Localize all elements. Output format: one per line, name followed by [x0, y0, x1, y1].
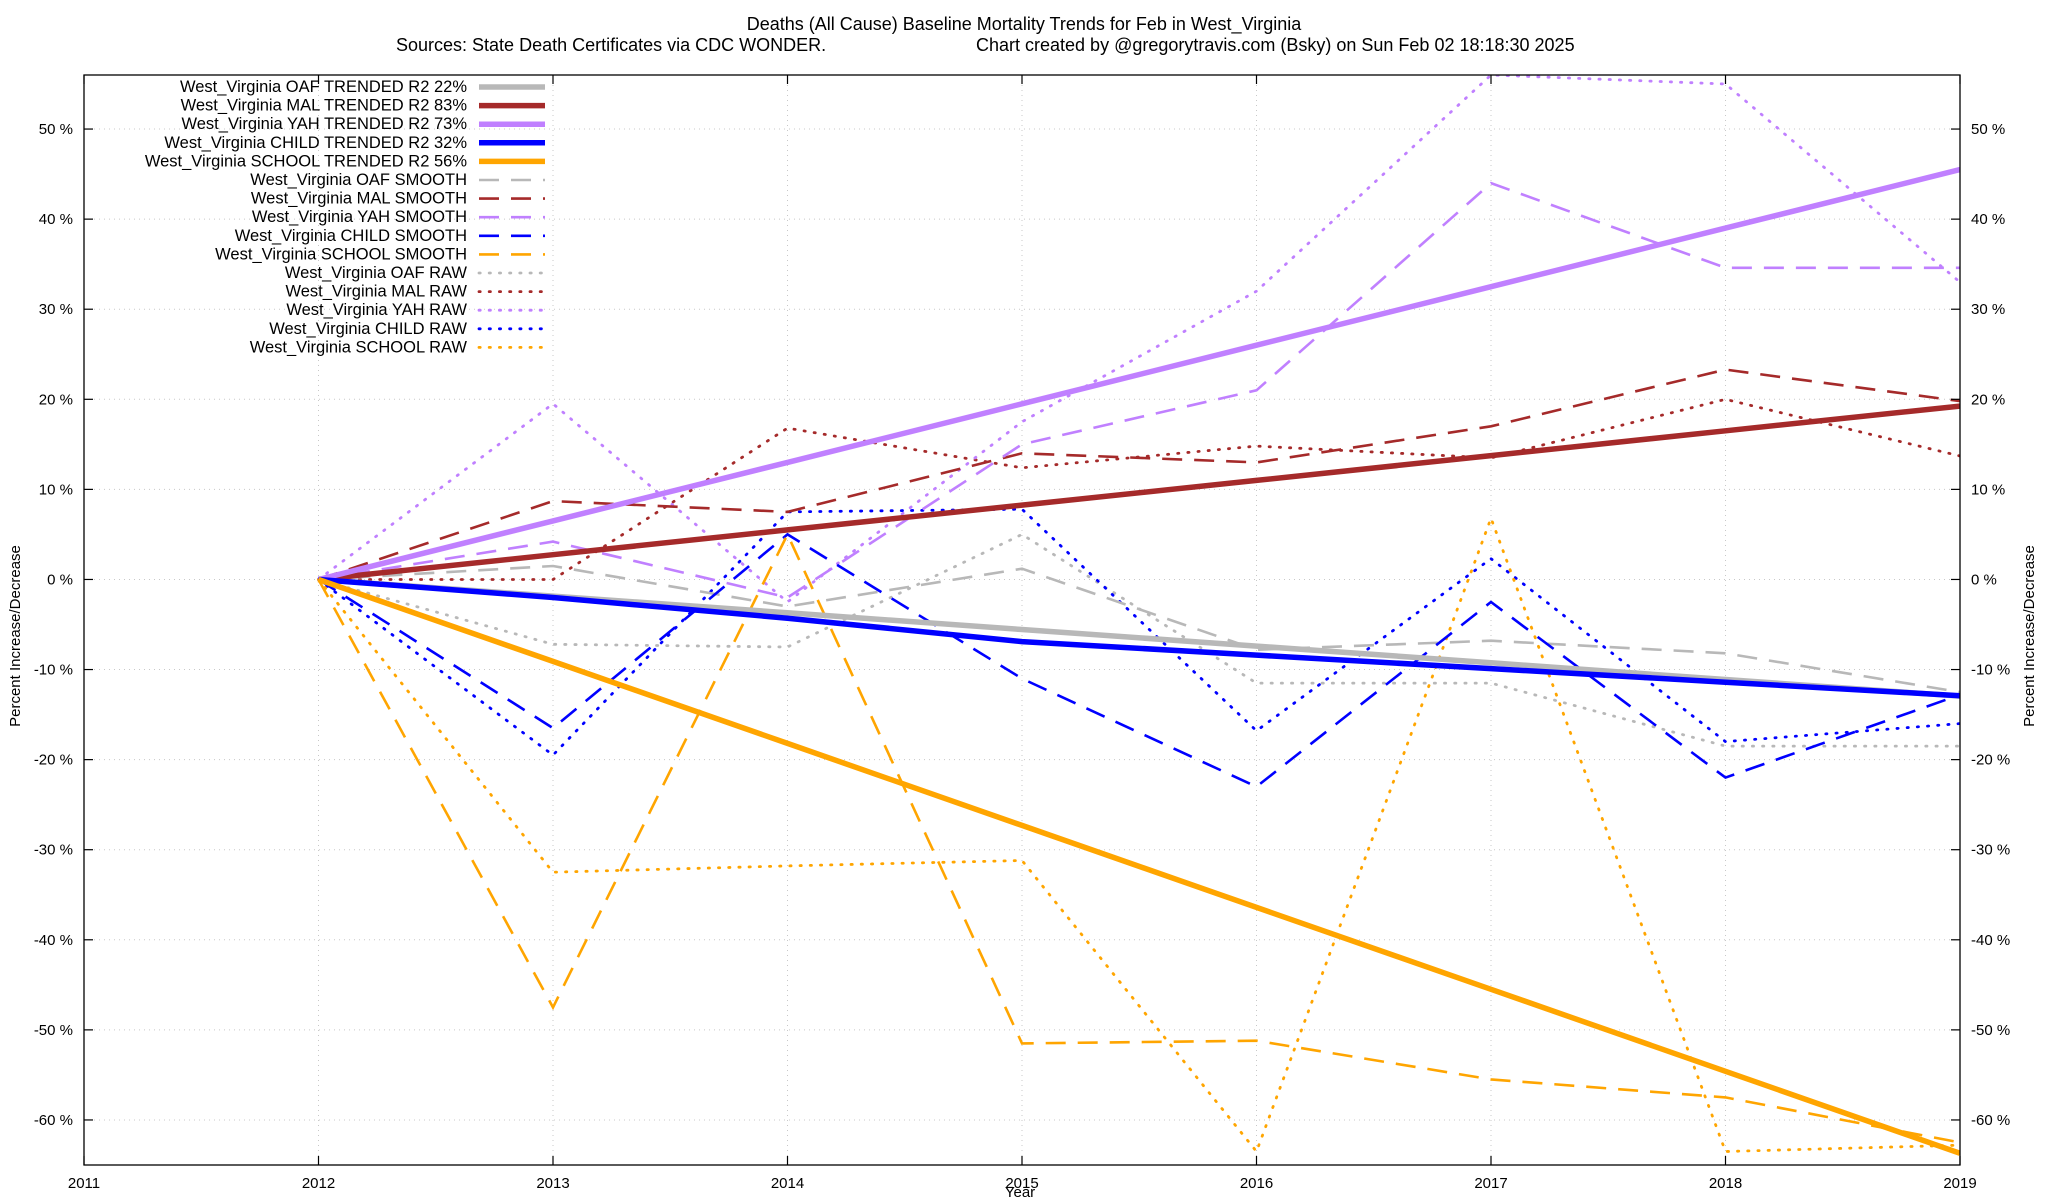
legend-label: West_Virginia OAF SMOOTH: [250, 171, 467, 189]
legend-label: West_Virginia MAL TRENDED R2 83%: [181, 97, 468, 115]
legend-label: West_Virginia CHILD RAW: [269, 320, 467, 338]
x-tick-label: 2018: [1709, 1175, 1742, 1192]
chart-subtitle-sources: Sources: State Death Certificates via CD…: [396, 35, 826, 55]
y-axis-label-left: Percent Increase/Decrease: [7, 545, 24, 727]
legend-label: West_Virginia MAL SMOOTH: [251, 190, 467, 208]
y-tick-label-left: 20 %: [39, 391, 73, 408]
y-tick-label-right: -40 %: [1971, 932, 2010, 949]
y-tick-label-right: 20 %: [1971, 391, 2005, 408]
y-tick-label-left: 40 %: [39, 211, 73, 228]
series-line-school-raw: [317, 514, 1960, 1155]
x-tick-label: 2011: [68, 1175, 100, 1192]
legend-label: West_Virginia OAF TRENDED R2 22%: [180, 78, 467, 96]
legend: West_Virginia OAF TRENDED R2 22%West_Vir…: [145, 78, 547, 356]
legend-label: West_Virginia SCHOOL SMOOTH: [215, 245, 467, 263]
series-line-child-trended: [318, 576, 1960, 699]
legend-label: West_Virginia YAH RAW: [286, 301, 467, 319]
y-tick-label-right: 50 %: [1971, 121, 2005, 138]
y-tick-label-left: -30 %: [34, 842, 73, 859]
x-tick-label: 2013: [536, 1175, 569, 1192]
x-tick-label: 2015: [1005, 1175, 1038, 1192]
y-tick-label-right: -60 %: [1971, 1112, 2010, 1129]
legend-label: West_Virginia YAH TRENDED R2 73%: [181, 115, 467, 133]
y-tick-label-right: -50 %: [1971, 1022, 2010, 1039]
series-line-oaf-smooth: [318, 564, 1960, 694]
series-line-yah-raw: [317, 75, 1960, 604]
y-tick-label-left: -50 %: [34, 1022, 73, 1039]
x-tick-label: 2014: [771, 1175, 804, 1192]
y-axis-label-right: Percent Increase/Decrease: [2021, 545, 2038, 727]
chart-title: Deaths (All Cause) Baseline Mortality Tr…: [747, 14, 1303, 35]
y-tick-label-left: -10 %: [34, 662, 73, 679]
x-tick-label: 2017: [1474, 1175, 1507, 1192]
y-tick-label-right: 40 %: [1971, 211, 2005, 228]
series-lines: [317, 75, 1960, 1156]
y-tick-label-left: 30 %: [39, 301, 73, 318]
series-line-mal-smooth: [318, 368, 1960, 581]
series-line-school-smooth: [317, 531, 1960, 1144]
legend-label: West_Virginia YAH SMOOTH: [252, 208, 467, 226]
x-tick-label: 2019: [1943, 1175, 1976, 1192]
legend-label: West_Virginia OAF RAW: [285, 264, 468, 282]
legend-label: West_Virginia CHILD TRENDED R2 32%: [164, 134, 467, 152]
legend-label: West_Virginia SCHOOL RAW: [250, 338, 468, 356]
y-tick-label-left: -20 %: [34, 752, 73, 769]
series-line-yah-smooth: [318, 181, 1960, 599]
y-tick-label-right: 0 %: [1971, 571, 1997, 588]
y-tick-label-left: -40 %: [34, 932, 73, 949]
x-tick-label: 2012: [302, 1175, 335, 1192]
legend-label: West_Virginia CHILD SMOOTH: [235, 227, 467, 245]
y-tick-label-right: -30 %: [1971, 842, 2010, 859]
y-tick-label-left: -60 %: [34, 1112, 73, 1129]
x-tick-label: 2016: [1240, 1175, 1273, 1192]
x-axis-label: Year: [1005, 1184, 1035, 1200]
chart-subtitle-credit: Chart created by @gregorytravis.com (Bsk…: [976, 35, 1575, 55]
series-line-yah-trended: [317, 166, 1960, 583]
series-line-child-raw: [317, 507, 1960, 757]
y-tick-label-right: -20 %: [1971, 752, 2010, 769]
y-tick-label-left: 0 %: [47, 571, 73, 588]
legend-label: West_Virginia SCHOOL TRENDED R2 56%: [145, 152, 467, 170]
y-tick-label-left: 10 %: [39, 481, 73, 498]
y-tick-label-right: 30 %: [1971, 301, 2005, 318]
y-tick-label-right: -10 %: [1971, 662, 2010, 679]
series-line-school-trended: [317, 576, 1960, 1156]
legend-label: West_Virginia MAL RAW: [285, 283, 467, 301]
series-line-child-smooth: [317, 532, 1960, 789]
y-tick-label-right: 10 %: [1971, 481, 2005, 498]
y-tick-label-left: 50 %: [39, 121, 73, 138]
axis-ticks: 2011 2012 2013 2014 2015 2016 2017 2018 2019 50 %…: [34, 75, 2010, 1192]
series-line-mal-trended: [318, 403, 1960, 583]
